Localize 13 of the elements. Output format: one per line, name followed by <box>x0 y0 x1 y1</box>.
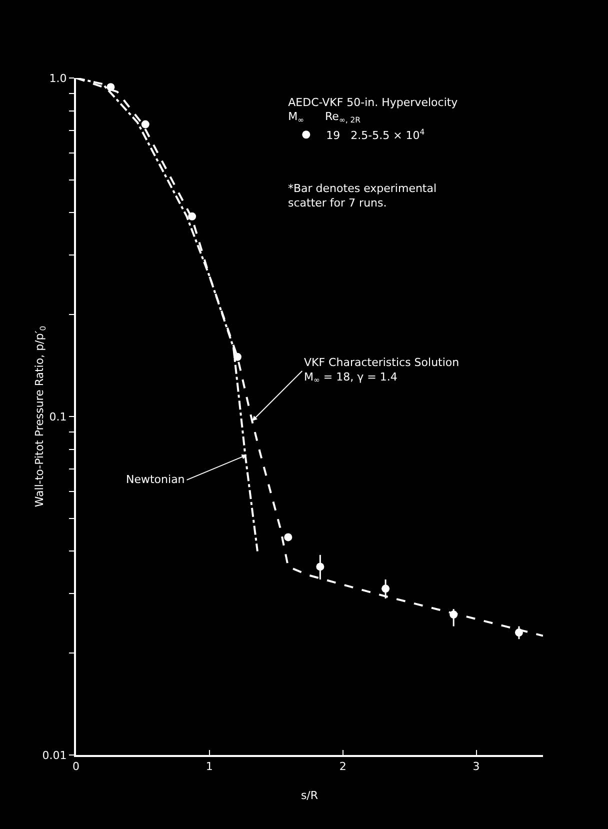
annotation: VKF Characteristics Solution M$_{∞}$ = 18, γ = 1.4 <box>304 356 460 385</box>
y-tick-label: 0.1 <box>49 410 67 424</box>
x-tick-label: 3 <box>472 760 480 774</box>
y-tick-label: 1.0 <box>49 72 67 85</box>
x-tick-label: 0 <box>72 760 80 774</box>
x-axis-title: s/R <box>300 789 318 802</box>
x-tick-label: 2 <box>339 760 346 774</box>
text: AEDC-VKF 50-in. Hypervelocity M$_{∞}$ Re$_{∞, 2R}$ <box>288 96 458 124</box>
annotation: Newtonian <box>126 473 185 486</box>
x-tick-label: 1 <box>206 760 213 774</box>
y-tick-label: 0.01 <box>42 748 67 762</box>
legend-label: 19 2.5-5.5 × 10$^{4}$ <box>326 127 425 142</box>
annotation: *Bar denotes experimental scatter for 7 runs. <box>288 182 437 210</box>
